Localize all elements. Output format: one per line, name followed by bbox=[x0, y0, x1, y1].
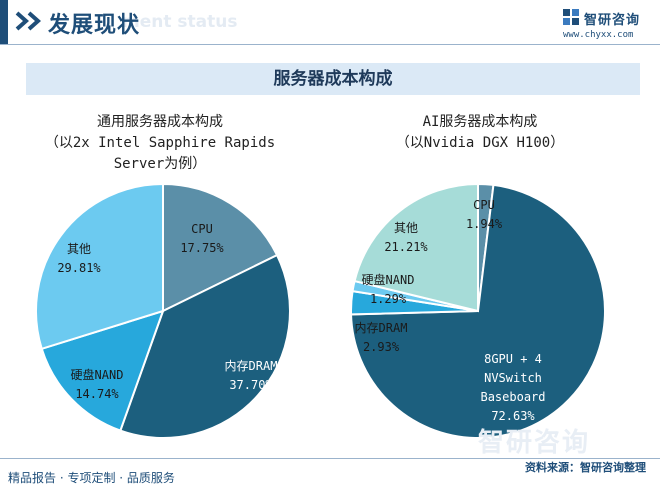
left-slice-label: 内存DRAM bbox=[225, 359, 278, 373]
header-divider bbox=[0, 44, 660, 45]
header-accent-bar bbox=[0, 0, 8, 44]
left-chart-title-line: Server为例） bbox=[113, 156, 207, 172]
right-chart-title-line: AI服务器成本构成 bbox=[422, 114, 538, 130]
brand-name: 智研咨询 bbox=[584, 13, 641, 28]
left-chart-title: 通用服务器成本构成 （以2x Intel Sapphire Rapids Ser… bbox=[20, 112, 300, 175]
page-title: 发展现状 bbox=[48, 13, 141, 38]
right-slice-label: Baseboard bbox=[480, 390, 545, 404]
footer-divider bbox=[0, 458, 660, 459]
brand-url[interactable]: www.chyxx.com bbox=[563, 30, 634, 40]
left-slice-value: 14.74% bbox=[75, 387, 119, 401]
left-slice-value: 17.75% bbox=[180, 241, 224, 255]
footer-watermark: 智研咨询 bbox=[478, 428, 591, 458]
section-title: 服务器成本构成 bbox=[26, 63, 640, 95]
left-slice-label: CPU bbox=[191, 222, 213, 236]
double-chevron-icon bbox=[15, 11, 42, 31]
left-slice-label: 其他 bbox=[67, 242, 91, 256]
left-pie-slice bbox=[35, 182, 164, 351]
right-pie-slice bbox=[353, 182, 479, 313]
source-note: 资料来源：智研咨询整理 bbox=[525, 461, 646, 474]
left-pie-slice bbox=[119, 253, 291, 439]
left-slice-value: 37.70% bbox=[229, 378, 273, 392]
left-slice-value: 29.81% bbox=[57, 261, 101, 275]
header-watermark: ment status bbox=[122, 12, 238, 32]
left-slice-label: 硬盘NAND bbox=[71, 367, 124, 382]
right-chart-title-line: （以Nvidia DGX H100） bbox=[395, 135, 565, 151]
right-slice-label: CPU bbox=[473, 198, 495, 212]
right-slice-label: 8GPU + 4 bbox=[484, 352, 542, 366]
right-slice-label: 硬盘NAND bbox=[362, 272, 415, 287]
right-slice-label: NVSwitch bbox=[484, 371, 542, 385]
right-slice-label: 其他 bbox=[394, 221, 418, 235]
right-slice-value: 2.93% bbox=[363, 340, 400, 354]
left-chart-title-line: （以2x Intel Sapphire Rapids bbox=[44, 135, 276, 151]
right-slice-value: 1.29% bbox=[370, 292, 407, 306]
left-chart-title-line: 通用服务器成本构成 bbox=[97, 114, 223, 130]
left-pie-slice bbox=[40, 309, 165, 432]
right-slice-value: 72.63% bbox=[491, 409, 535, 423]
right-slice-label: 内存DRAM bbox=[355, 321, 408, 335]
footer-slogan: 精品报告 · 专项定制 · 品质服务 bbox=[8, 471, 175, 485]
left-pie-slice bbox=[162, 182, 279, 313]
right-slice-value: 21.21% bbox=[384, 240, 428, 254]
header: ment status 发展现状 智研咨询 www.chyxx.com bbox=[0, 0, 660, 44]
right-chart-title: AI服务器成本构成 （以Nvidia DGX H100） bbox=[340, 112, 620, 154]
right-slice-value: 1.94% bbox=[466, 217, 503, 231]
brand-logo-icon bbox=[563, 9, 579, 25]
